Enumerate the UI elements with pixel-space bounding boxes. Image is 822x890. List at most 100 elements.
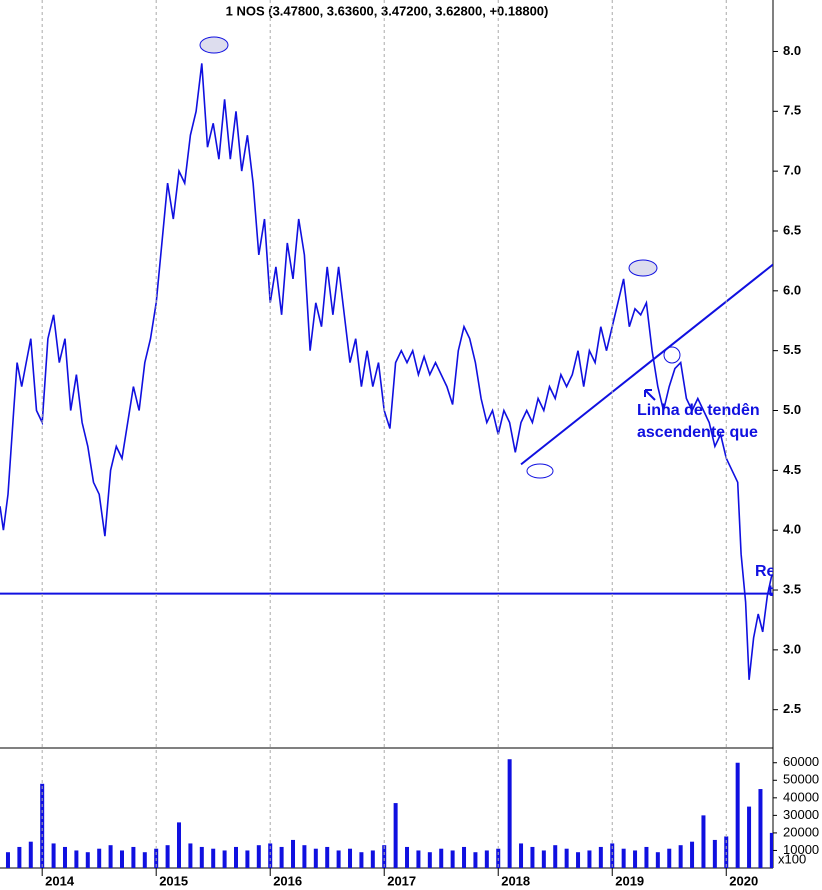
- volume-bar: [97, 848, 102, 868]
- volume-bar: [701, 815, 706, 868]
- arrow: [644, 389, 656, 401]
- volume-bar: [348, 848, 353, 868]
- volume-bar: [382, 845, 387, 868]
- bear-icon: [199, 36, 229, 54]
- y-tick-label: 6.5: [783, 222, 801, 237]
- volume-bar: [211, 848, 216, 868]
- volume-bar: [325, 846, 330, 868]
- y-tick-label: 40000: [783, 789, 819, 804]
- volume-bar: [359, 852, 364, 868]
- volume-bar: [245, 850, 250, 868]
- volume-bar: [667, 848, 672, 868]
- x-tick-label: 2018: [501, 873, 530, 888]
- volume-bar: [268, 843, 273, 868]
- volume-bar: [530, 846, 535, 868]
- annotations: Linha de tendên ascendente que Re te: [199, 36, 782, 600]
- volume-bar: [439, 848, 444, 868]
- volume-bar: [17, 846, 22, 868]
- volume-bar: [427, 852, 432, 868]
- volume-bar: [302, 845, 307, 868]
- volume-bar: [370, 850, 375, 868]
- volume-bar: [85, 852, 90, 868]
- volume-bar: [553, 845, 558, 868]
- y-tick-label: 10000: [783, 842, 819, 857]
- y-tick-label: 7.0: [783, 163, 801, 178]
- volume-bar: [256, 845, 261, 868]
- volume-bar: [176, 822, 181, 868]
- volume-bar: [142, 852, 147, 868]
- x-tick-label: 2019: [615, 873, 644, 888]
- volume-bar: [621, 848, 626, 868]
- volume-bar: [222, 850, 227, 868]
- volume-bar: [747, 806, 752, 868]
- volume-bar: [769, 832, 773, 868]
- volume-bar: [519, 843, 524, 868]
- volume-bar: [473, 852, 478, 868]
- volume-bar: [336, 850, 341, 868]
- volume-bar: [313, 848, 318, 868]
- annotation: Re: [755, 563, 776, 580]
- volume-bar: [188, 843, 193, 868]
- y-tick-label: 3.5: [783, 581, 801, 596]
- volume-bar: [62, 846, 67, 868]
- x-tick-label: 2020: [729, 873, 758, 888]
- volume-bar: [507, 759, 512, 868]
- volume-bar: [690, 841, 695, 868]
- volume-bar: [234, 846, 239, 868]
- volume-bar: [633, 850, 638, 868]
- y-tick-label: 20000: [783, 824, 819, 839]
- y-tick-label: 6.0: [783, 282, 801, 297]
- axes: 2014 2015 2016 2017 2018 2019 2020 2.5 3.0 3.5 4.0…: [41, 0, 819, 888]
- y-tick-label: 3.0: [783, 641, 801, 656]
- volume-panel: [5, 759, 773, 868]
- y-tick-label: 4.5: [783, 462, 801, 477]
- volume-bar: [51, 843, 56, 868]
- volume-bar: [712, 839, 717, 868]
- y-tick-label: 5.0: [783, 402, 801, 417]
- price-panel: [0, 63, 773, 680]
- volume-bar: [450, 850, 455, 868]
- y-tick-label: 4.0: [783, 522, 801, 537]
- annotation: ascendente que: [637, 424, 758, 441]
- volume-bar: [598, 846, 603, 868]
- volume-bar: [405, 846, 410, 868]
- volume-bar: [199, 846, 204, 868]
- volume-bar: [279, 846, 284, 868]
- volume-bar: [484, 850, 489, 868]
- volume-bar: [564, 848, 569, 868]
- y-tick-label: 8.0: [783, 43, 801, 58]
- y-tick-label: 7.5: [783, 103, 801, 118]
- y-tick-label: 50000: [783, 772, 819, 787]
- x-tick-label: 2015: [159, 873, 188, 888]
- volume-bar: [541, 850, 546, 868]
- volume-bar: [28, 841, 33, 868]
- volume-bar: [735, 762, 740, 868]
- bull-icon: [526, 463, 554, 479]
- bear-icon: [628, 259, 658, 277]
- volume-bar: [119, 850, 124, 868]
- y-tick-label: 60000: [783, 754, 819, 769]
- volume-bar: [5, 852, 10, 868]
- volume-bar: [462, 846, 467, 868]
- volume-bar: [393, 803, 398, 868]
- marker-circle: [663, 346, 681, 364]
- y-tick-label: 2.5: [783, 701, 801, 716]
- annotation: Linha de tendên: [637, 402, 760, 419]
- volume-bar: [758, 789, 763, 868]
- volume-bar: [610, 843, 615, 868]
- volume-bar: [644, 846, 649, 868]
- volume-bar: [131, 846, 136, 868]
- trend-line: [520, 263, 773, 466]
- volume-bar: [587, 850, 592, 868]
- y-tick-label: 30000: [783, 807, 819, 822]
- volume-bar: [655, 852, 660, 868]
- volume-bar: [291, 839, 296, 868]
- volume-bar: [108, 845, 113, 868]
- volume-bar: [678, 845, 683, 868]
- annotation: te: [768, 583, 782, 600]
- x-tick-label: 2017: [387, 873, 416, 888]
- x-tick-label: 2016: [273, 873, 302, 888]
- volume-bar: [40, 783, 45, 868]
